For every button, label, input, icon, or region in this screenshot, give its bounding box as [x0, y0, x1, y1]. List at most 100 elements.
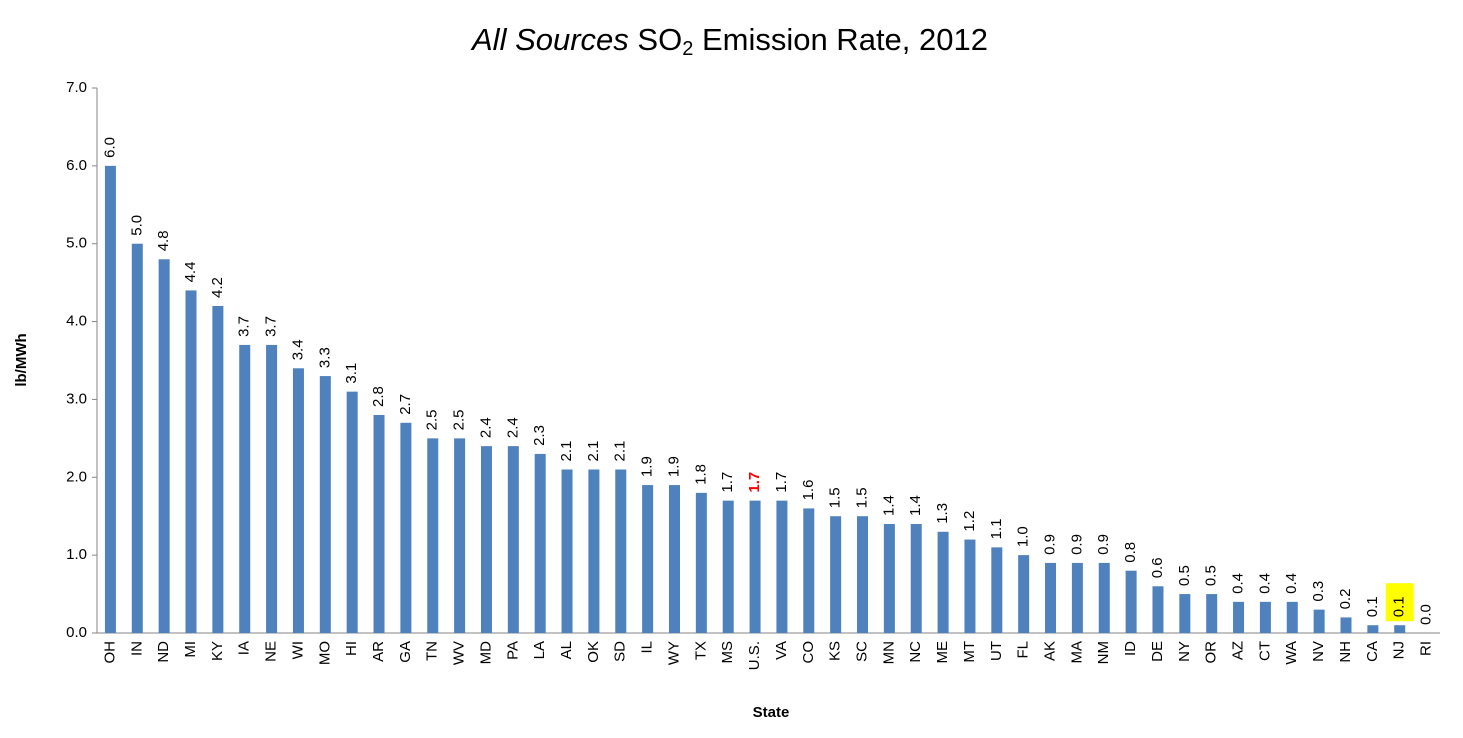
x-tick-label: WA [1283, 641, 1300, 665]
x-tick-label: ID [1122, 641, 1139, 656]
value-label: 1.5 [827, 487, 844, 508]
value-label: 0.3 [1310, 581, 1327, 602]
value-label: 3.1 [343, 363, 360, 384]
bar [212, 306, 224, 633]
y-tick-label: 6.0 [66, 157, 87, 174]
x-tick-label: MS [719, 641, 736, 664]
bar [1179, 594, 1191, 633]
value-label: 3.4 [289, 339, 306, 360]
value-label: 2.5 [424, 409, 441, 430]
value-label: 0.9 [1041, 534, 1058, 555]
x-tick-label: SD [612, 641, 629, 662]
bar [1125, 570, 1137, 633]
y-tick-label: 3.0 [66, 390, 87, 407]
label-highlight [1385, 583, 1414, 622]
bar [561, 469, 573, 633]
bar [695, 492, 707, 633]
x-tick-label: AK [1041, 641, 1058, 661]
value-label: 1.4 [907, 495, 924, 516]
x-tick-label: PA [504, 641, 521, 660]
x-tick-label: HI [343, 641, 360, 656]
bar [722, 500, 734, 633]
x-tick-label: CT [1256, 641, 1273, 661]
x-tick-label: MT [961, 641, 978, 663]
x-tick-label: CO [800, 641, 817, 664]
bar [1018, 555, 1030, 633]
x-tick-label: OK [585, 641, 602, 663]
value-label: 1.7 [773, 472, 790, 493]
value-label: 2.4 [477, 417, 494, 438]
value-label: 6.0 [101, 137, 118, 158]
y-tick-label: 2.0 [66, 468, 87, 485]
x-tick-label: FL [1015, 641, 1032, 659]
value-label: 1.0 [1015, 526, 1032, 547]
x-tick-label: MD [477, 641, 494, 664]
value-label: 1.7 [719, 472, 736, 493]
bar [1394, 625, 1406, 633]
value-label: 1.4 [880, 495, 897, 516]
x-tick-label: MO [316, 641, 333, 665]
bar [266, 344, 278, 633]
value-label: 3.3 [316, 347, 333, 368]
bar [1045, 562, 1057, 633]
y-tick-label: 5.0 [66, 235, 87, 252]
x-tick-label: WV [451, 641, 468, 665]
value-label: 0.4 [1256, 573, 1273, 594]
value-label: 2.4 [504, 417, 521, 438]
bar [373, 415, 385, 633]
x-tick-label: OR [1203, 641, 1220, 664]
x-tick-label: NV [1310, 641, 1327, 662]
bar [346, 391, 358, 633]
bar [1152, 586, 1164, 633]
bar [292, 368, 304, 633]
bar [400, 422, 412, 633]
bar [991, 547, 1003, 633]
value-label: 1.1 [988, 518, 1005, 539]
value-label: 3.7 [236, 316, 253, 337]
bar [1367, 625, 1379, 633]
value-label: 0.1 [1364, 596, 1381, 617]
bar [1340, 617, 1352, 633]
chart-title: All Sources SO2 Emission Rate, 2012 [470, 22, 988, 60]
value-label: 0.1 [1391, 596, 1408, 617]
value-label: 2.7 [397, 394, 414, 415]
value-label: 0.2 [1337, 589, 1354, 610]
value-label: 2.5 [451, 409, 468, 430]
value-label: 0.4 [1283, 573, 1300, 594]
value-label: 0.0 [1418, 604, 1435, 625]
bar [1286, 601, 1298, 633]
x-tick-label: SC [853, 641, 870, 662]
title-italic: All Sources [470, 22, 629, 57]
value-label: 1.2 [961, 511, 978, 532]
bar [615, 469, 627, 633]
bar [883, 524, 895, 633]
bar [1259, 601, 1271, 633]
x-tick-label: KS [827, 641, 844, 661]
bar [454, 438, 466, 633]
value-label: 1.5 [853, 487, 870, 508]
y-axis-label: lb/MWh [13, 333, 30, 386]
y-tick-label: 7.0 [66, 79, 87, 96]
x-tick-label: IN [128, 641, 145, 656]
x-tick-label: TX [692, 641, 709, 660]
bar [803, 508, 815, 633]
value-label: 5.0 [128, 215, 145, 236]
x-tick-label: ME [934, 641, 951, 664]
value-label: 4.4 [182, 262, 199, 283]
bar [830, 516, 842, 633]
x-tick-label: TN [424, 641, 441, 661]
x-tick-label: NM [1095, 641, 1112, 664]
value-label: 1.6 [800, 480, 817, 501]
bar [749, 500, 761, 633]
x-tick-label: NE [263, 641, 280, 662]
bar [427, 438, 439, 633]
x-tick-label: AL [558, 641, 575, 659]
value-label: 0.9 [1095, 534, 1112, 555]
value-label: 0.8 [1122, 542, 1139, 563]
bar [507, 446, 519, 633]
bar [1313, 609, 1325, 633]
x-tick-label: ND [155, 641, 172, 663]
x-tick-label: AZ [1230, 641, 1247, 660]
bar [104, 165, 116, 633]
x-tick-label: IL [639, 641, 656, 654]
